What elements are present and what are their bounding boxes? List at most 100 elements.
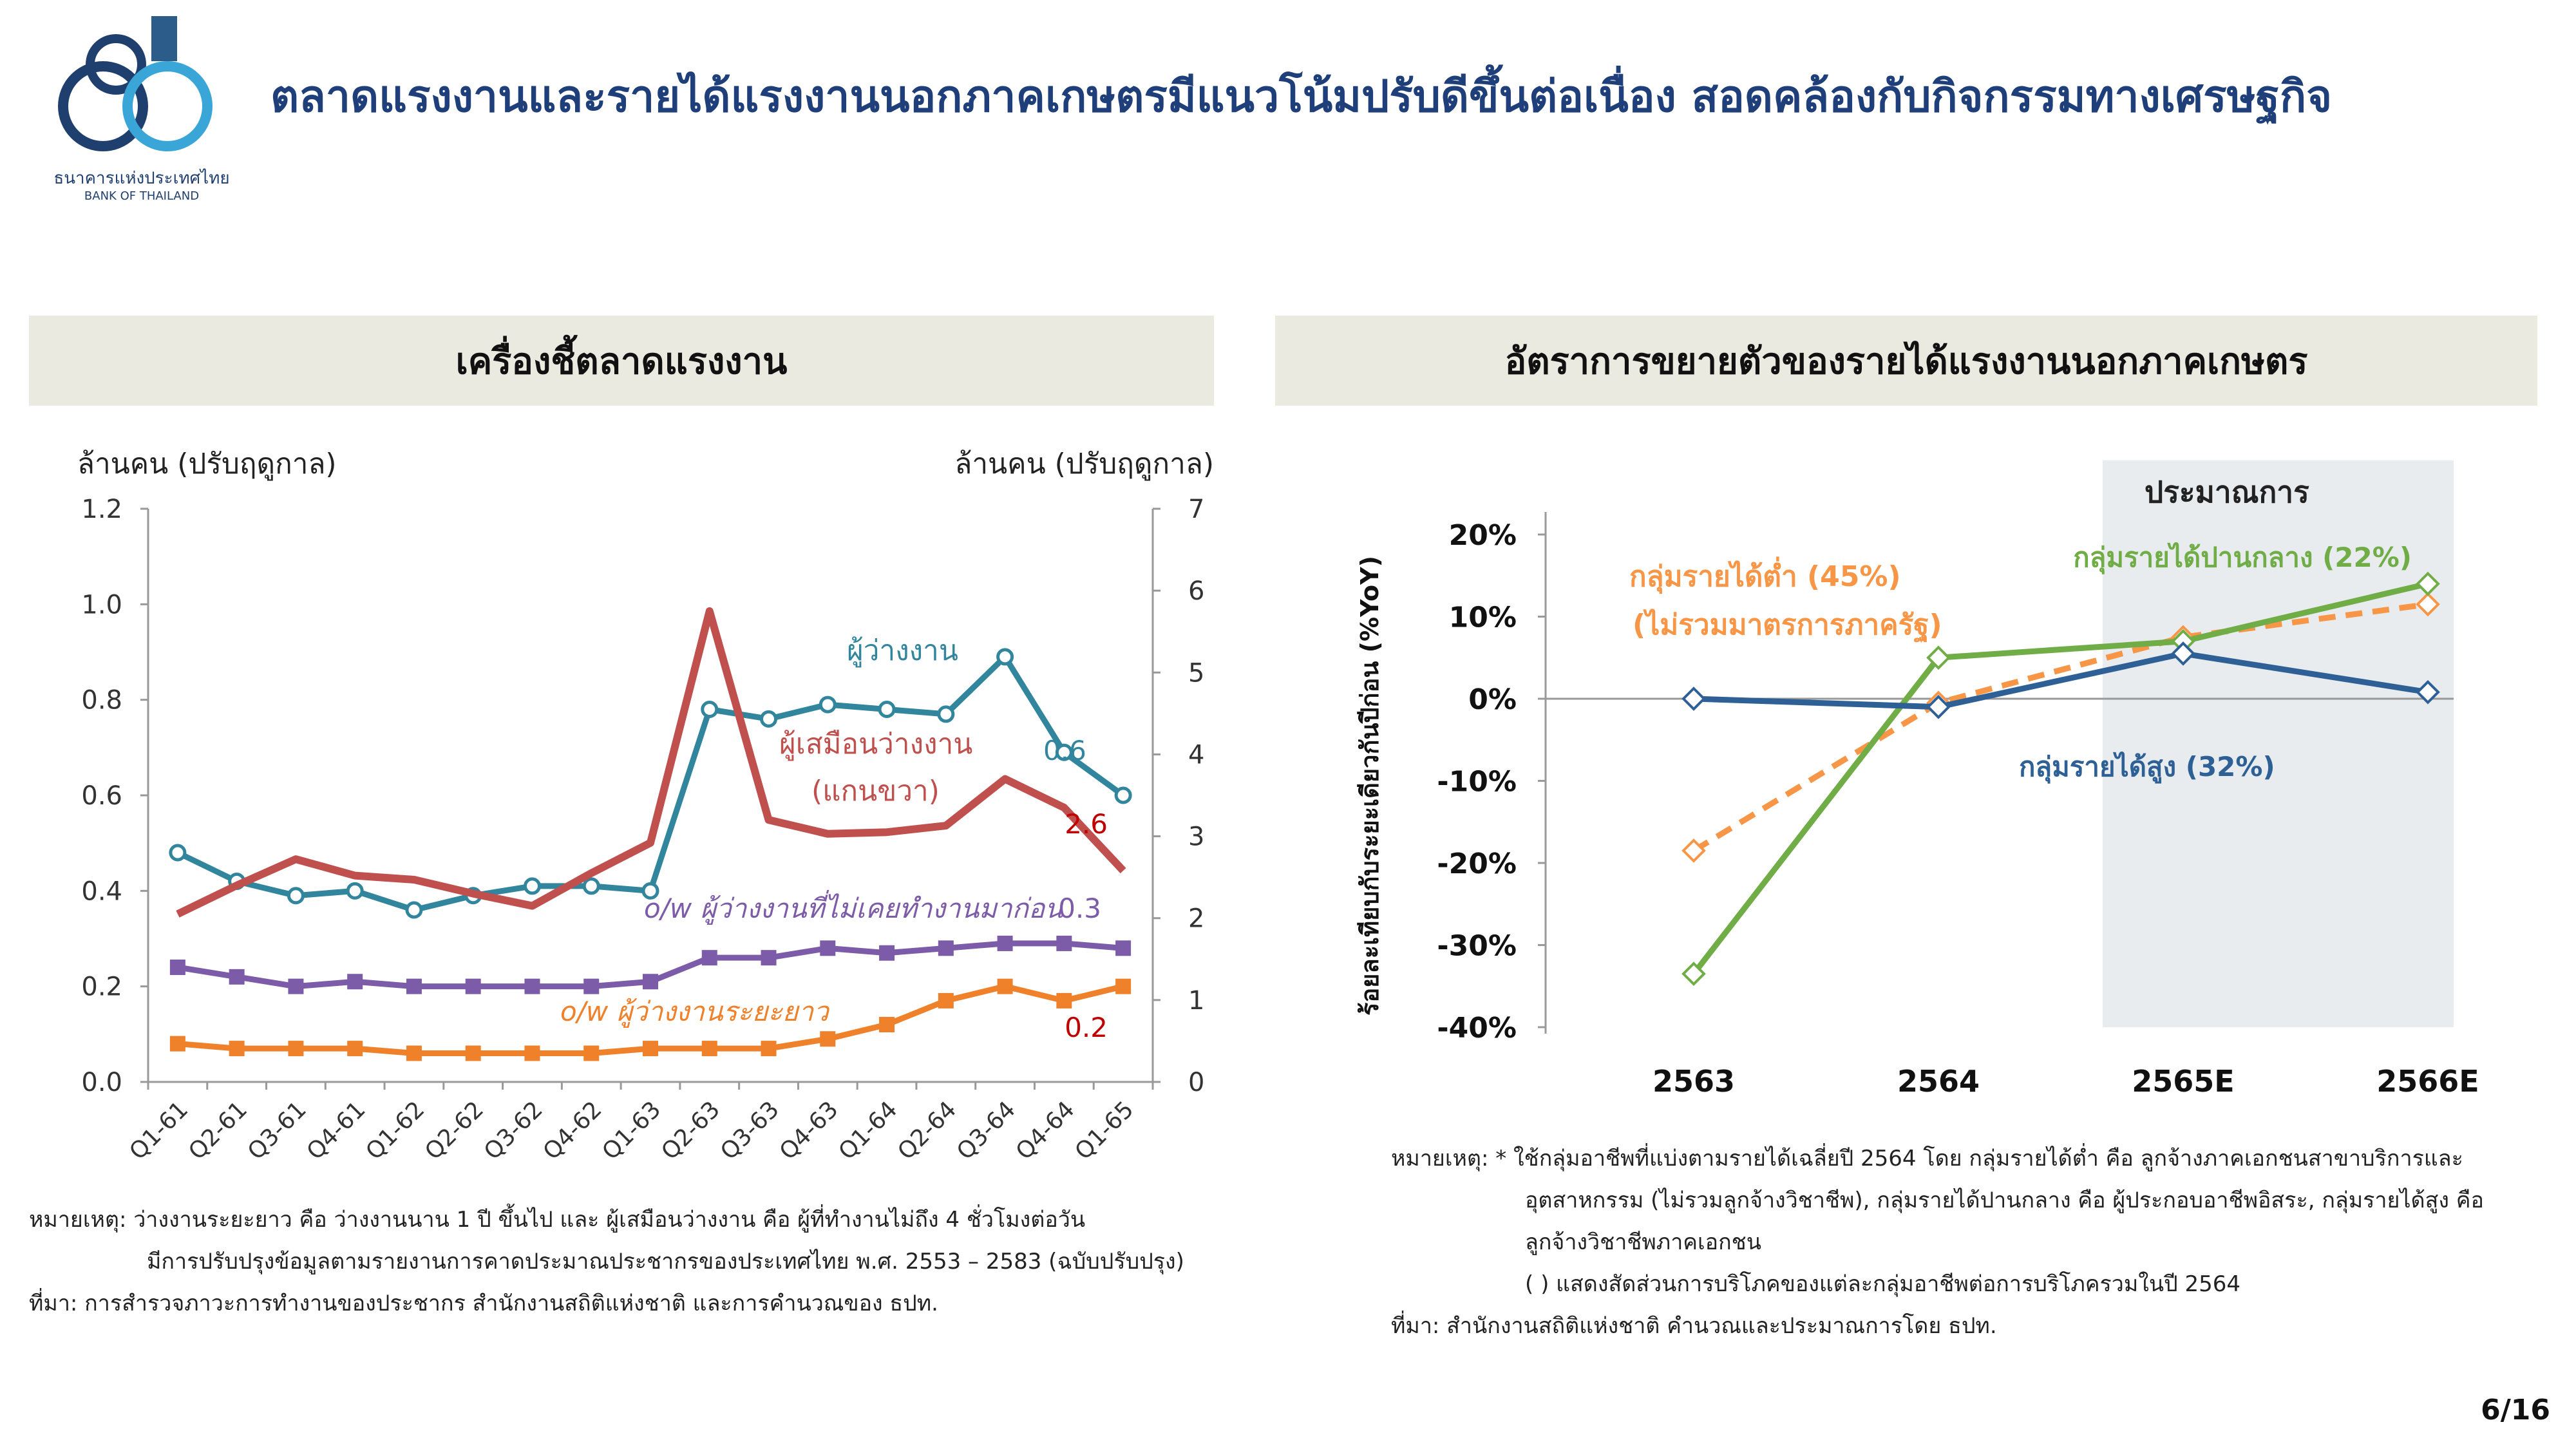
series-3-point: [229, 1041, 245, 1057]
left-source: ที่มา: การสำรวจภาวะการทำงานของประชากร สำ…: [29, 1291, 938, 1316]
series-3-end-label: 0.2: [1065, 1012, 1108, 1043]
series-2-point: [2171, 641, 2195, 666]
y-tick-label: 20%: [1449, 519, 1517, 552]
right-tick-label: 2: [1188, 904, 1204, 934]
y-tick-label: 10%: [1449, 601, 1517, 634]
left-tick-label: 0.6: [81, 781, 122, 811]
series-0-point: [1055, 743, 1073, 761]
series-3-point: [701, 1041, 717, 1057]
left-note-2: มีการปรับปรุงข้อมูลตามรายงานการคาดประมาณ…: [147, 1249, 1184, 1274]
x-tick-label: Q2-64: [893, 1096, 961, 1165]
right-note-1: หมายเหตุ: * ใช้กลุ่มอาชีพที่แบ่งตามรายได…: [1391, 1146, 2463, 1171]
right-tick-label: 4: [1188, 740, 1204, 770]
series-0-end-label: 0.6: [1043, 735, 1086, 766]
series-2-point: [2416, 679, 2440, 705]
series-line-0: [176, 654, 1125, 913]
right-tick-label: 3: [1188, 822, 1204, 852]
x-tick-label: Q1-63: [598, 1096, 667, 1165]
right-axis-title: ล้านคน (ปรับฤดูกาล): [954, 448, 1214, 481]
x-tick-label: Q1-65: [1070, 1096, 1139, 1165]
series-0-point: [996, 648, 1014, 666]
right-tick-label: 0: [1188, 1068, 1204, 1097]
x-tick-label: Q4-64: [1011, 1096, 1080, 1165]
series-2-point: [524, 978, 540, 994]
y-tick-label: -10%: [1437, 766, 1517, 799]
series-0-point: [1681, 838, 1706, 863]
series-0-point: [878, 701, 896, 718]
series-3-point: [1056, 992, 1072, 1009]
series-line-1: [1691, 581, 2429, 976]
series-0-note: (ไม่รวมมาตรการภาครัฐ): [1633, 608, 1942, 643]
series-0-point: [819, 696, 837, 714]
series-line-2: [1693, 650, 2429, 710]
series-0-point: [701, 701, 719, 718]
forecast-label: ประมาณการ: [2145, 475, 2309, 509]
bot-logo: ธนาคารแห่งประเทศไทย BANK OF THAILAND: [19, 10, 232, 203]
left-tick-label: 0.8: [81, 686, 122, 715]
series-2-point: [1056, 935, 1072, 951]
series-3-point: [288, 1041, 304, 1057]
series-2-point: [938, 940, 954, 956]
series-3-point: [406, 1045, 422, 1061]
series-line-1: [176, 607, 1126, 918]
x-tick-label: Q3-61: [243, 1096, 312, 1165]
logo-en: BANK OF THAILAND: [84, 189, 199, 203]
series-3-point: [938, 992, 954, 1009]
logo-th: ธนาคารแห่งประเทศไทย: [53, 168, 229, 188]
series-3-point: [820, 1031, 836, 1047]
series-2-point: [643, 974, 658, 990]
left-tick-label: 0.2: [81, 972, 122, 1002]
y-axis-title: ร้อยละเทียบกับระยะเดียวกันปีก่อน (%YoY): [1356, 556, 1384, 1016]
x-tick-label: Q3-63: [715, 1096, 784, 1165]
series-0-point: [287, 887, 305, 905]
x-tick-label: Q4-61: [302, 1096, 371, 1165]
series-3-point: [169, 1036, 185, 1052]
x-tick-label: 2565E: [2132, 1064, 2234, 1099]
x-tick-label: Q1-62: [361, 1096, 430, 1165]
x-tick-label: Q4-62: [538, 1096, 607, 1165]
series-2-name: o/w ผู้ว่างงานที่ไม่เคยทำงานมาก่อน: [644, 889, 1064, 925]
series-2-point: [820, 940, 836, 956]
x-tick-label: Q3-64: [952, 1096, 1021, 1165]
series-2-point: [879, 945, 895, 961]
forecast-shade: [2103, 460, 2454, 1027]
left-tick-label: 0.0: [81, 1068, 122, 1097]
labor-market-chart: ล้านคน (ปรับฤดูกาล) ล้านคน (ปรับฤดูกาล) 0.…: [77, 448, 1214, 1165]
series-0-point: [346, 882, 364, 900]
x-tick-label: 2563: [1653, 1064, 1735, 1099]
x-tick-label: Q3-62: [479, 1096, 548, 1165]
left-note-1: หมายเหตุ: ว่างงานระยะยาว คือ ว่างงานนาน …: [29, 1207, 1086, 1233]
series-3-point: [1115, 978, 1132, 994]
series-2-point: [288, 978, 304, 994]
x-tick-label: Q1-61: [124, 1096, 193, 1165]
left-tick-label: 1.0: [81, 590, 122, 620]
right-tick-label: 1: [1188, 986, 1204, 1016]
series-2-point: [1926, 694, 1951, 719]
left-axis-title: ล้านคน (ปรับฤดูกาล): [77, 448, 337, 481]
series-0-point: [2416, 592, 2440, 617]
series-3-point: [761, 1041, 777, 1057]
series-1-point: [2416, 571, 2440, 596]
right-note-3: ลูกจ้างวิชาชีพภาคเอกชน: [1525, 1229, 1761, 1255]
series-0-point: [169, 844, 187, 862]
series-3-point: [997, 978, 1013, 994]
series-2-point: [169, 960, 185, 975]
y-tick-label: -40%: [1437, 1012, 1517, 1045]
x-tick-label: 2564: [1897, 1064, 1980, 1099]
series-3-point: [643, 1041, 658, 1057]
x-tick-label: Q1-64: [834, 1096, 903, 1165]
series-1-point: [1681, 961, 1706, 986]
series-0-point: [641, 882, 659, 900]
series-1-axis-note: (แกนขวา): [811, 775, 940, 808]
series-3-point: [465, 1045, 481, 1061]
series-3-point: [583, 1045, 600, 1061]
series-2-point: [701, 950, 717, 966]
series-2-point: [229, 969, 245, 985]
series-2-point: [406, 978, 422, 994]
page-number: 6/16: [2481, 1394, 2550, 1426]
x-tick-label: Q2-61: [184, 1096, 252, 1165]
series-0-point: [523, 877, 541, 895]
x-tick-label: 2566E: [2376, 1064, 2479, 1099]
series-1-end-label: 2.6: [1065, 808, 1108, 840]
series-2-point: [583, 978, 600, 994]
